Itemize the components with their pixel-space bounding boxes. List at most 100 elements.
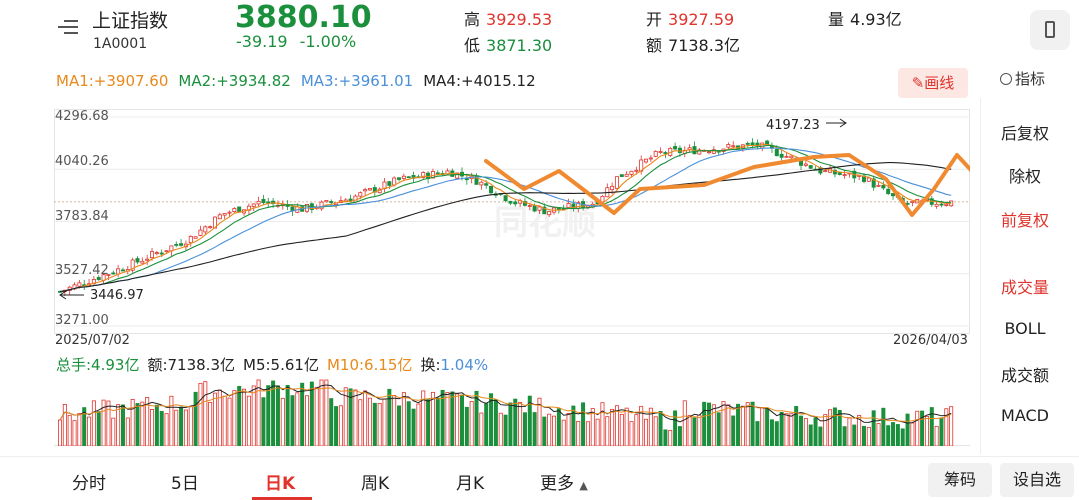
volume-bar (871, 410, 876, 446)
candle-body (435, 172, 440, 175)
candle-body (750, 142, 755, 145)
volume-bar (484, 403, 489, 446)
max-arrow-icon (826, 118, 847, 128)
volume-bar (232, 390, 237, 446)
amount-value: 7138.3亿 (668, 36, 741, 55)
volume-bar (779, 411, 784, 446)
volume-bar (135, 403, 140, 446)
volume-bar (900, 428, 905, 446)
candle-body (871, 178, 876, 188)
volume-bar (750, 401, 755, 446)
candle-body (648, 157, 653, 160)
side-item-volume[interactable]: 成交量 (1000, 278, 1049, 297)
volume-bar (832, 407, 837, 446)
tab-more[interactable]: 更多 ▲ (540, 469, 588, 494)
gauge-icon (1000, 73, 1012, 85)
candle-body (479, 181, 484, 186)
chips-button[interactable]: 筹码 (928, 463, 992, 497)
y-tick-3: 3783.84 (55, 209, 109, 224)
side-item-boll[interactable]: BOLL (1004, 319, 1046, 338)
volume-bar (619, 413, 624, 446)
side-item-forward-adjusted[interactable]: 前复权 (1000, 211, 1049, 230)
candle-body (232, 208, 237, 213)
candle-body (179, 243, 184, 246)
volume-bar (697, 414, 702, 446)
candle-body (934, 203, 939, 207)
volume-bar (556, 408, 561, 446)
tab-monthly-k[interactable]: 月K (456, 474, 485, 494)
volume-bar (702, 401, 707, 446)
volume-bar (120, 404, 125, 446)
volume-chart[interactable] (54, 376, 970, 446)
candle-body (203, 226, 208, 233)
candle-body (566, 203, 571, 208)
tab-5day[interactable]: 5日 (171, 474, 199, 494)
y-tick-4: 3527.42 (55, 263, 109, 278)
volume-bar (251, 385, 256, 446)
volume-bar (179, 406, 184, 446)
volume-bar (459, 394, 464, 446)
candle-body (145, 258, 150, 261)
candle-body (387, 181, 392, 186)
candle-body (188, 236, 193, 243)
candle-body (910, 201, 915, 204)
volume-bar (711, 404, 716, 446)
volume-bar (246, 395, 251, 446)
candle-body (629, 170, 634, 175)
volume-bar (319, 379, 324, 446)
y-tick-2: 4040.26 (55, 154, 109, 169)
x-end-date: 2026/04/03 (893, 333, 968, 348)
volume-bar (920, 410, 925, 446)
indicator-button[interactable]: 指标 (1000, 68, 1045, 89)
volume-bar (372, 402, 377, 446)
tab-weekly-k[interactable]: 周K (361, 474, 390, 494)
volume-bar (382, 398, 387, 446)
volume-bar (682, 400, 687, 446)
volume-bar (392, 395, 397, 446)
volume-bar (280, 397, 285, 446)
volume-bar (212, 392, 217, 446)
draw-line-button[interactable]: ✎画线 (898, 68, 968, 98)
volume-bar (861, 425, 866, 446)
volume-bar (62, 403, 67, 446)
volume-bar (532, 412, 537, 446)
volume-bar (421, 390, 426, 446)
volume-bar (789, 413, 794, 446)
volume-bar (295, 392, 300, 446)
candle-body (866, 177, 871, 182)
landscape-toggle-button[interactable] (1030, 10, 1070, 50)
candle-body (319, 201, 324, 210)
side-item-macd[interactable]: MACD (1001, 406, 1049, 425)
candle-body (406, 176, 411, 179)
candle-body (474, 176, 479, 185)
volume-bar (847, 417, 852, 446)
side-item-turnover[interactable]: 成交额 (1000, 366, 1049, 385)
candle-body (527, 205, 532, 207)
candle-body (150, 251, 155, 259)
min-price-label: 3446.97 (90, 288, 144, 303)
tab-daily-k[interactable]: 日K (265, 474, 296, 494)
volume-bar (527, 395, 532, 446)
candle-body (610, 185, 615, 191)
candle-body (96, 277, 101, 281)
tab-intraday[interactable]: 分时 (72, 474, 106, 494)
menu-icon[interactable] (58, 20, 78, 36)
volume-bar (87, 416, 92, 446)
candle-body (401, 175, 406, 179)
volume-bar (566, 412, 571, 446)
volume-bar (227, 397, 232, 446)
add-watchlist-button[interactable]: 设自选 (1000, 463, 1074, 497)
volume-bar (237, 385, 242, 446)
hand-drawn-annotation (484, 153, 970, 217)
candle-body (658, 151, 663, 153)
volume-m5-line (59, 384, 952, 424)
ma1-value: MA1:+3907.60 (56, 72, 169, 90)
high-value: 3929.53 (486, 10, 553, 29)
volume-bar (910, 422, 915, 446)
volume-bar (271, 380, 276, 446)
side-item-ex-rights[interactable]: 除权 (1008, 167, 1041, 186)
volume-legend: 总手:4.93亿 额:7138.3亿 M5:5.61亿 M10:6.15亿 换:1.04… (56, 354, 496, 375)
volume-bar (174, 409, 179, 446)
side-item-backward-adjusted[interactable]: 后复权 (1000, 124, 1049, 143)
